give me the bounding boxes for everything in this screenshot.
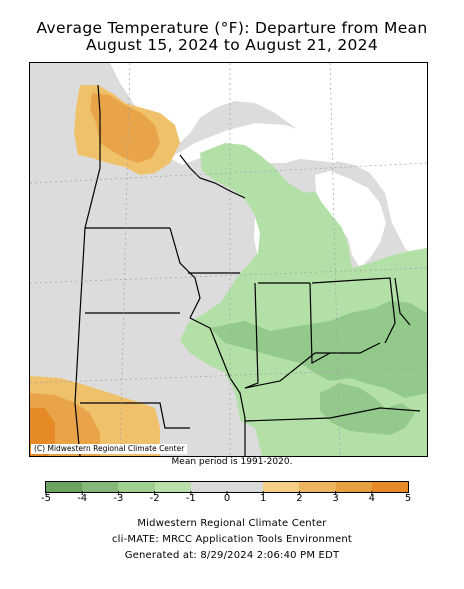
cool-region-appalachia [320,383,415,435]
legend-label: -4 [77,493,88,504]
warm-region-northwest-core [90,93,160,163]
legend-swatch [118,482,155,492]
lake-huron [315,171,386,268]
title-line-2: August 15, 2024 to August 21, 2024 [86,36,378,54]
legend-label: 2 [296,493,303,504]
legend-swatch [263,482,300,492]
map-credit: (C) Midwestern Regional Climate Center [31,444,188,454]
cool-region-indiana-ohio [210,301,427,398]
footer-tool: cli-MATE: MRCC Application Tools Environ… [111,534,353,545]
legend-label: 5 [404,493,412,504]
legend-labels: -5 -4 -3 -2 -1 0 1 2 3 4 5 [41,493,412,507]
legend-swatch [299,482,336,492]
footer-generated: Generated at: 8/29/2024 2:06:40 PM EDT [124,550,340,561]
legend-swatch [46,482,83,492]
footer: Midwestern Regional Climate Center cli-M… [0,516,464,564]
mean-period-note: Mean period is 1991-2020. [171,457,293,467]
legend-label: 0 [223,493,231,504]
legend-label: 1 [260,493,267,504]
legend-ticks [45,491,373,495]
legend-label: 4 [368,493,375,504]
legend-label: -1 [185,493,196,504]
state-borders [74,84,421,456]
legend-label: 3 [332,493,339,504]
neutral-region-south [170,413,262,456]
legend-label: -3 [113,493,124,504]
graticule [30,63,427,456]
footer-organization: Midwestern Regional Climate Center [137,518,327,529]
map-title: Average Temperature (°F): Departure from… [0,20,464,54]
title-line-1: Average Temperature (°F): Departure from… [36,19,428,37]
legend-swatch [190,482,228,492]
canada-region [110,63,427,258]
legend-swatch [335,482,372,492]
legend-label: -2 [149,493,160,504]
legend-swatch [371,482,409,492]
temperature-departure-map [29,62,428,457]
legend-swatch [82,482,119,492]
legend-label: -5 [41,493,51,504]
legend-swatch [154,482,191,492]
legend-swatch [227,482,264,492]
